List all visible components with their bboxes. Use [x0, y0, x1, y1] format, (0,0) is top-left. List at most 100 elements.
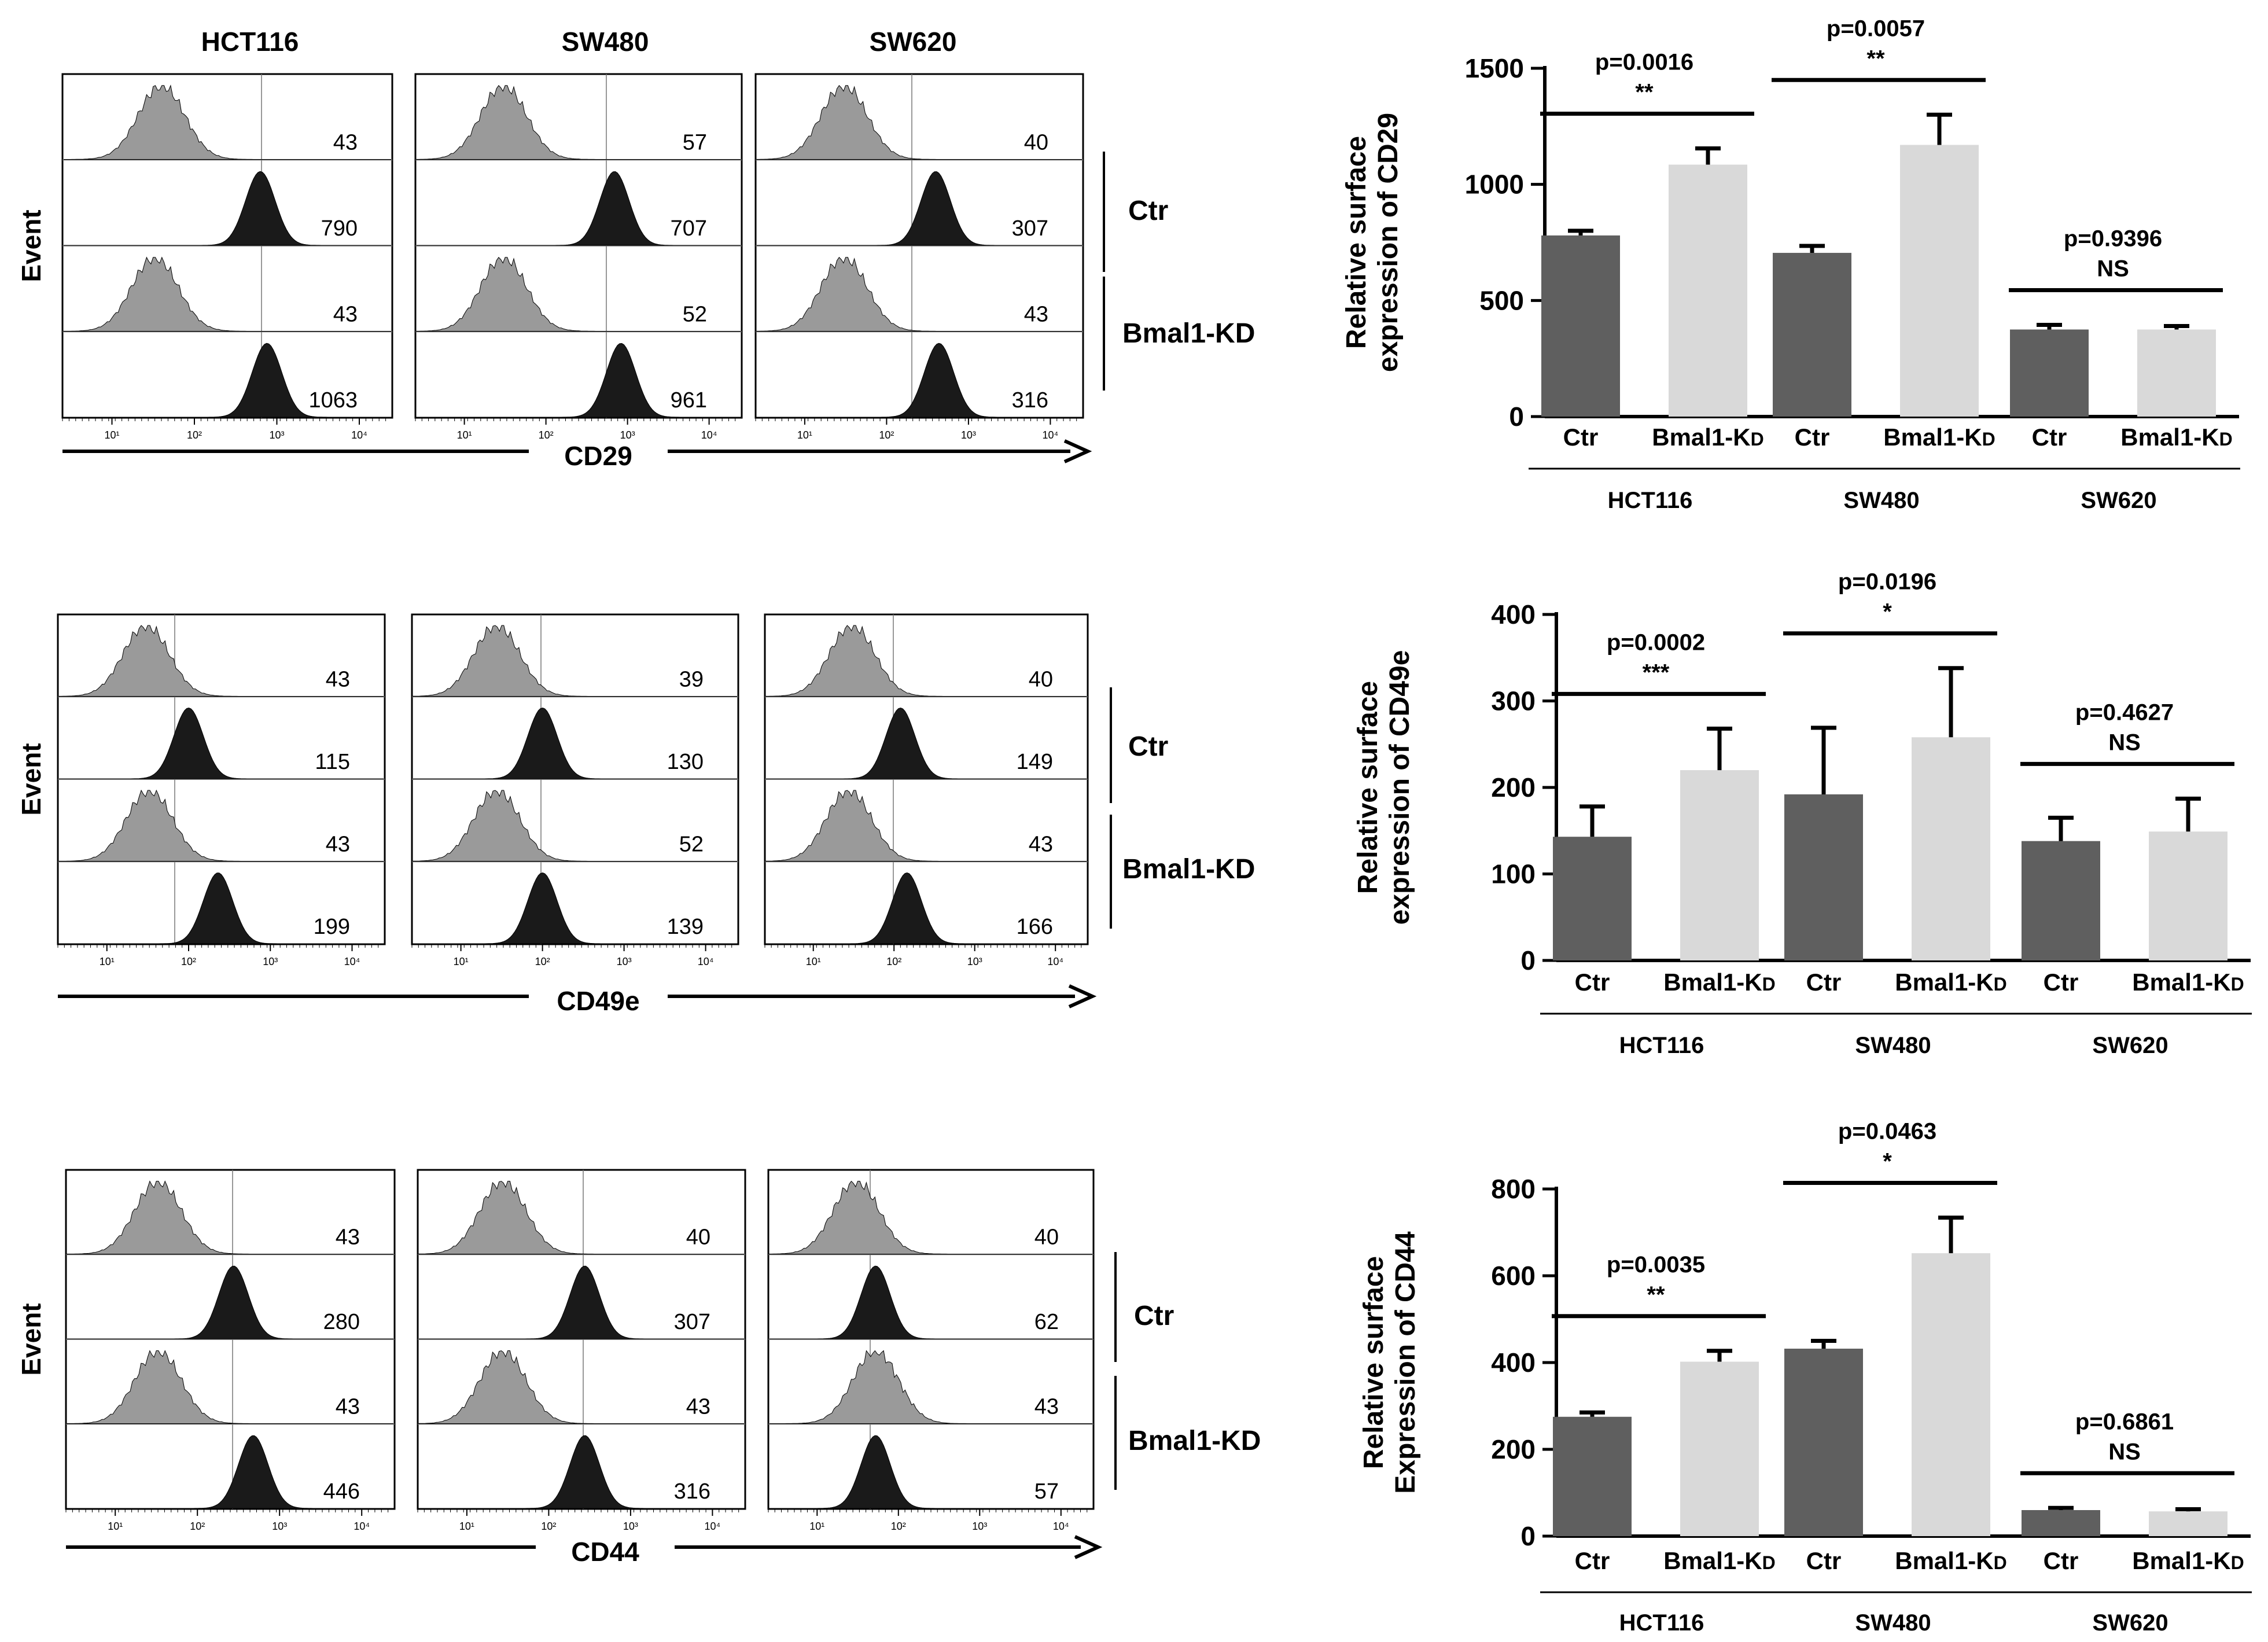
flow-tick-label: 10³	[269, 429, 284, 441]
x-category-label: Ctr	[1806, 969, 1842, 996]
x-category-label: Bmal1-KD	[1652, 424, 1764, 451]
isotype-histogram	[770, 1350, 1092, 1424]
mfi-value: 43	[1029, 833, 1053, 857]
isotype-histogram	[756, 257, 1082, 332]
group-label-bmal1-kd: Bmal1-KD	[1122, 318, 1255, 349]
group-label-ctr: Ctr	[1128, 196, 1168, 226]
bar-ctr	[1553, 1416, 1632, 1536]
marker-axis-label: CD29	[564, 441, 632, 471]
flow-tick-label: 10¹	[457, 429, 472, 441]
bar-ctr	[2022, 1510, 2100, 1536]
flow-tick-label: 10²	[187, 429, 202, 441]
stained-histogram	[770, 1435, 1092, 1509]
bar-ctr	[1553, 837, 1632, 960]
stained-histogram	[766, 872, 1087, 944]
mfi-value: 115	[315, 750, 350, 774]
x-category-label: Bmal1-KD	[1895, 969, 2007, 996]
flow-tick-label: 10²	[181, 956, 196, 967]
group-label-hct116: HCT116	[1619, 1033, 1704, 1058]
x-category-label: Bmal1-KD	[1663, 1547, 1776, 1574]
group-label-bmal1-kd: Bmal1-KD	[1122, 854, 1255, 885]
flow-tick-label: 10⁴	[1043, 429, 1059, 441]
mfi-value: 43	[1024, 303, 1048, 327]
isotype-histogram	[418, 1350, 744, 1424]
mfi-value: 166	[1017, 915, 1053, 939]
mfi-value: 707	[671, 216, 707, 241]
y-tick-label: 500	[1479, 285, 1524, 315]
mfi-value: 52	[679, 833, 704, 857]
x-category-label: Ctr	[2032, 424, 2067, 451]
group-label-ctr: Ctr	[1134, 1301, 1174, 1331]
significance-p-value: p=0.6861	[2075, 1409, 2174, 1434]
cell-line-header-sw620: SW620	[870, 27, 957, 57]
isotype-histogram	[58, 625, 384, 697]
mfi-value: 199	[314, 915, 350, 939]
mfi-value: 43	[326, 833, 350, 857]
y-axis-label: Relative surface	[1353, 681, 1383, 894]
x-category-label: Bmal1-KD	[1663, 969, 1776, 996]
stained-histogram	[413, 872, 737, 944]
mfi-value: 130	[667, 750, 704, 774]
mfi-value: 316	[1012, 388, 1048, 413]
flow-tick-label: 10³	[961, 429, 976, 441]
stained-histogram	[417, 171, 741, 246]
significance-p-value: p=0.0463	[1838, 1119, 1936, 1144]
flow-tick-label: 10⁴	[1053, 1520, 1069, 1532]
flow-tick-label: 10⁴	[705, 1520, 721, 1532]
y-axis-label: Expression of CD44	[1390, 1231, 1421, 1494]
flow-tick-label: 10¹	[806, 956, 821, 967]
x-category-label: Ctr	[1806, 1547, 1842, 1574]
bar-bmal1-kd	[2137, 329, 2216, 417]
mfi-value: 43	[1034, 1395, 1059, 1419]
y-axis-label: Relative surface	[1341, 136, 1372, 349]
significance-p-value: p=0.4627	[2075, 699, 2174, 725]
bar-ctr	[1784, 794, 1863, 960]
mfi-value: 139	[667, 915, 704, 939]
x-category-label: Ctr	[1575, 969, 1610, 996]
group-label-sw620: SW620	[2081, 488, 2156, 513]
marker-axis-label: CD44	[571, 1537, 639, 1567]
flow-tick-label: 10³	[967, 956, 982, 967]
marker-axis-arrow-head	[1063, 439, 1092, 463]
significance-stars: NS	[2097, 256, 2129, 281]
bar-ctr	[2010, 329, 2089, 417]
flow-tick-label: 10²	[190, 1520, 205, 1532]
x-category-label: Ctr	[1563, 424, 1599, 451]
bar-ctr	[2022, 841, 2100, 960]
mfi-value: 40	[1029, 668, 1053, 692]
y-axis-label: Relative surface	[1358, 1256, 1389, 1469]
mfi-value: 307	[1012, 216, 1048, 241]
flow-tick-label: 10²	[535, 956, 550, 967]
flow-tick-label: 10⁴	[1047, 956, 1063, 967]
flow-tick-label: 10²	[879, 429, 894, 441]
isotype-histogram	[756, 85, 1082, 160]
flow-tick-label: 10²	[541, 1520, 556, 1532]
y-tick-label: 1500	[1465, 53, 1524, 83]
group-label-hct116: HCT116	[1619, 1610, 1704, 1636]
bar-bmal1-kd	[1912, 1253, 1990, 1536]
isotype-histogram	[67, 1350, 393, 1424]
bar-ctr	[1784, 1349, 1863, 1536]
x-category-label: Bmal1-KD	[1895, 1547, 2007, 1574]
group-label-sw480: SW480	[1855, 1610, 1931, 1636]
significance-p-value: p=0.0196	[1838, 569, 1936, 595]
significance-p-value: p=0.0035	[1607, 1252, 1705, 1277]
mfi-value: 43	[336, 1225, 360, 1250]
flow-tick-label: 10²	[539, 429, 554, 441]
y-tick-label: 1000	[1465, 170, 1524, 200]
marker-axis-arrow-head	[1074, 1535, 1103, 1559]
flow-tick-label: 10³	[272, 1520, 287, 1532]
significance-p-value: p=0.0002	[1607, 629, 1705, 655]
flow-tick-label: 10¹	[100, 956, 115, 967]
group-label-sw620: SW620	[2092, 1610, 2168, 1636]
flow-tick-label: 10⁴	[698, 956, 714, 967]
stained-histogram	[59, 707, 384, 779]
significance-stars: *	[1883, 1149, 1892, 1175]
marker-axis-label: CD49e	[557, 986, 639, 1016]
x-category-label: Bmal1-KD	[2132, 969, 2244, 996]
stained-histogram	[419, 1435, 744, 1509]
x-category-label: Bmal1-KD	[1883, 424, 1995, 451]
isotype-histogram	[413, 790, 737, 862]
flow-tick-label: 10⁴	[354, 1520, 370, 1532]
stained-histogram	[757, 171, 1082, 246]
